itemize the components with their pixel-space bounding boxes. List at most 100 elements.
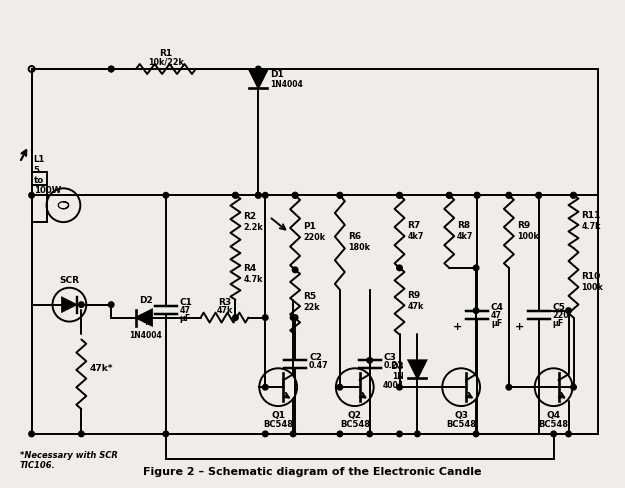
Circle shape <box>291 315 296 320</box>
Text: P1: P1 <box>303 222 316 231</box>
Text: 47: 47 <box>491 311 502 320</box>
Circle shape <box>397 265 402 271</box>
Text: 220: 220 <box>552 311 569 320</box>
Circle shape <box>108 66 114 72</box>
Text: C1: C1 <box>180 298 192 307</box>
Circle shape <box>29 431 34 437</box>
Polygon shape <box>136 309 152 325</box>
Circle shape <box>79 302 84 307</box>
Text: R9: R9 <box>517 221 530 230</box>
Polygon shape <box>249 70 268 88</box>
Text: L1
5
to
100W: L1 5 to 100W <box>34 155 61 196</box>
Text: 4.7k: 4.7k <box>243 275 263 285</box>
Circle shape <box>474 192 480 198</box>
Circle shape <box>571 192 576 198</box>
Text: 4004: 4004 <box>382 381 404 390</box>
Circle shape <box>506 192 512 198</box>
Circle shape <box>397 385 402 390</box>
Circle shape <box>256 192 261 198</box>
Text: Q2: Q2 <box>348 411 362 420</box>
Text: 100k: 100k <box>517 232 539 241</box>
Text: Q3: Q3 <box>454 411 468 420</box>
Circle shape <box>108 66 114 72</box>
Polygon shape <box>61 297 78 313</box>
Text: R2: R2 <box>243 212 256 221</box>
Text: R7: R7 <box>408 221 421 230</box>
Text: 1N4004: 1N4004 <box>270 81 303 89</box>
Circle shape <box>163 192 169 198</box>
Circle shape <box>163 431 169 437</box>
Text: 220k: 220k <box>303 233 325 242</box>
Text: D3: D3 <box>390 362 404 371</box>
Text: R4: R4 <box>243 264 257 273</box>
Circle shape <box>473 265 479 271</box>
Text: 4k7: 4k7 <box>408 232 424 241</box>
Circle shape <box>536 192 541 198</box>
Circle shape <box>506 385 512 390</box>
Text: 1N4004: 1N4004 <box>129 330 162 340</box>
Text: R5: R5 <box>303 292 316 301</box>
Text: µF: µF <box>180 314 191 323</box>
Circle shape <box>571 385 576 390</box>
Circle shape <box>262 385 268 390</box>
Text: C5: C5 <box>552 303 566 312</box>
Text: R9: R9 <box>408 291 421 300</box>
Text: BC548: BC548 <box>340 420 370 429</box>
Text: C4: C4 <box>491 303 504 312</box>
Circle shape <box>337 431 342 437</box>
Circle shape <box>292 192 298 198</box>
Text: BC548: BC548 <box>539 420 569 429</box>
Text: BC548: BC548 <box>446 420 476 429</box>
Circle shape <box>536 192 541 198</box>
Circle shape <box>397 431 402 437</box>
Circle shape <box>292 192 298 198</box>
Text: 0.47: 0.47 <box>309 361 329 370</box>
Circle shape <box>79 431 84 437</box>
Polygon shape <box>409 360 426 378</box>
Circle shape <box>473 308 479 313</box>
Text: 47: 47 <box>180 306 191 315</box>
Circle shape <box>571 192 576 198</box>
Text: 100k: 100k <box>581 283 603 292</box>
Text: 47k*: 47k* <box>89 364 112 373</box>
Circle shape <box>551 431 556 437</box>
Circle shape <box>474 192 480 198</box>
Circle shape <box>108 302 114 307</box>
Text: Q4: Q4 <box>546 411 561 420</box>
Text: 10k/22k: 10k/22k <box>148 57 184 66</box>
Text: 0.22: 0.22 <box>384 361 404 370</box>
Circle shape <box>262 192 268 198</box>
Text: 47k: 47k <box>216 305 232 315</box>
Circle shape <box>337 385 342 390</box>
Circle shape <box>367 431 372 437</box>
Text: Figure 2 – Schematic diagram of the Electronic Candle: Figure 2 – Schematic diagram of the Elec… <box>142 467 481 477</box>
Circle shape <box>337 192 342 198</box>
Text: Q1: Q1 <box>271 411 285 420</box>
Text: 2.2k: 2.2k <box>243 223 263 232</box>
Text: D1: D1 <box>270 70 284 80</box>
Circle shape <box>262 315 268 320</box>
Text: D2: D2 <box>139 296 153 305</box>
Circle shape <box>446 192 452 198</box>
Text: 47k: 47k <box>408 302 424 311</box>
Text: +: + <box>514 322 524 331</box>
Circle shape <box>397 192 402 198</box>
Text: R3: R3 <box>218 298 231 306</box>
Text: BC548: BC548 <box>263 420 293 429</box>
Circle shape <box>566 431 571 437</box>
Text: SCR: SCR <box>59 276 79 285</box>
Text: C3: C3 <box>384 353 396 362</box>
Circle shape <box>367 358 372 363</box>
Text: +: + <box>453 322 462 331</box>
Circle shape <box>256 192 261 198</box>
Circle shape <box>232 192 238 198</box>
Text: R8: R8 <box>457 221 470 230</box>
Text: +: + <box>142 317 151 326</box>
Circle shape <box>256 66 261 72</box>
Circle shape <box>29 192 34 198</box>
Circle shape <box>232 315 238 320</box>
Text: *Necessary with SCR
TIC106.: *Necessary with SCR TIC106. <box>19 451 118 470</box>
Circle shape <box>292 315 298 320</box>
Text: R10: R10 <box>581 272 601 281</box>
Circle shape <box>414 431 420 437</box>
